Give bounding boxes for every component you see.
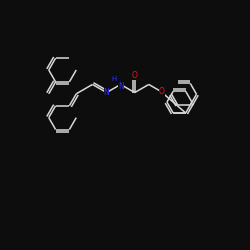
Text: O: O xyxy=(159,87,165,96)
Text: H: H xyxy=(112,76,117,82)
Text: N: N xyxy=(104,88,110,97)
Text: N: N xyxy=(118,82,124,92)
Text: O: O xyxy=(132,70,138,80)
